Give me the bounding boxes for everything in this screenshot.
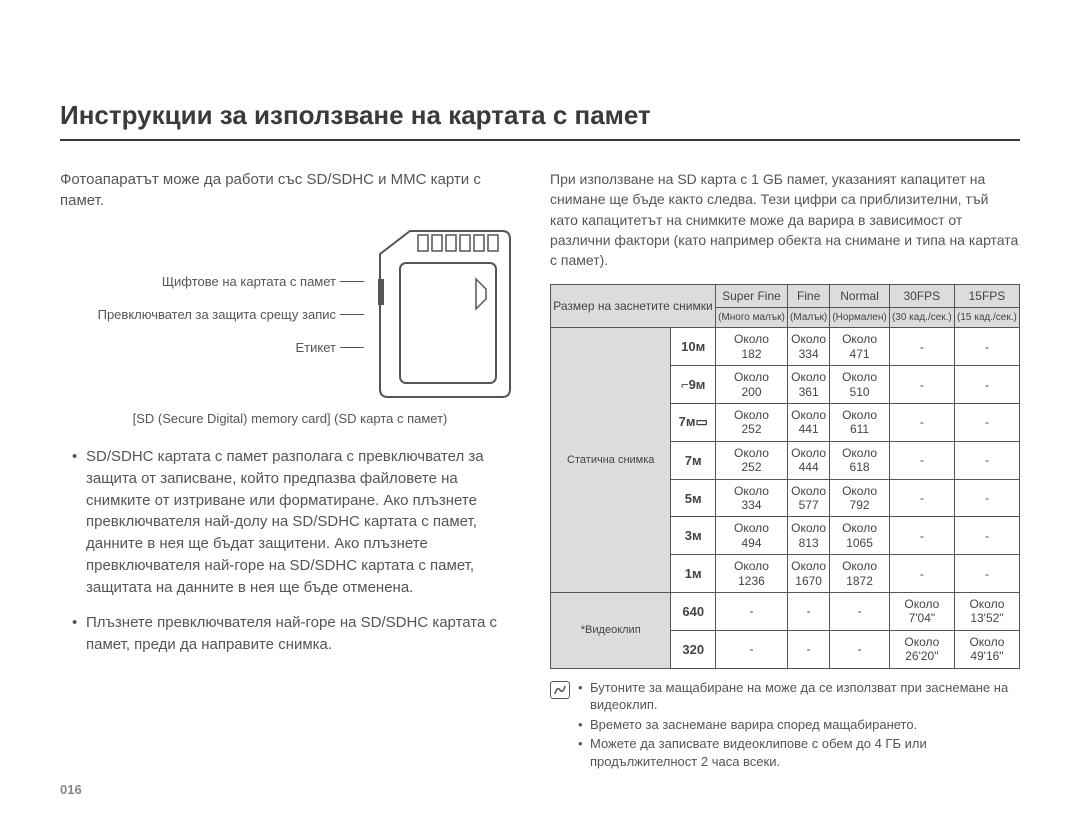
value-cell: Около1872 (830, 555, 890, 593)
note-item: Можете да записвате видеоклипове с обем … (578, 735, 1020, 770)
right-intro: При използване на SD карта с 1 GБ памет,… (550, 169, 1020, 270)
left-column: Фотоапаратът може да работи със SD/SDHC … (60, 169, 520, 772)
value-cell: Около1236 (715, 555, 787, 593)
value-cell: Около7'04" (889, 592, 954, 630)
sd-card-diagram: Щифтове на картата с памет Превключвател… (60, 229, 520, 399)
table-row: *Видеоклип640---Около7'04"Около13'52" (551, 592, 1020, 630)
value-cell: Около1670 (787, 555, 829, 593)
value-cell: Около494 (715, 517, 787, 555)
value-cell: Около444 (787, 441, 829, 479)
empty-cell: - (954, 328, 1019, 366)
size-cell: 1ᴍ (671, 555, 716, 593)
empty-cell: - (889, 517, 954, 555)
col-15fps: 15FPS (954, 285, 1019, 308)
left-bullets: SD/SDHC картата с памет разполага с прев… (60, 446, 520, 656)
sd-card-icon (370, 229, 520, 399)
col-sub: (Много малък) (715, 308, 787, 328)
value-cell: Около26'20" (889, 630, 954, 668)
col-sub: (15 кад./сек.) (954, 308, 1019, 328)
label-pins: Щифтове на картата с памет (162, 274, 364, 289)
col-normal: Normal (830, 285, 890, 308)
col-superfine: Super Fine (715, 285, 787, 308)
table-row: Статична снимка10ᴍОколо182Около334Около4… (551, 328, 1020, 366)
empty-cell: - (954, 441, 1019, 479)
value-cell: Около618 (830, 441, 890, 479)
empty-cell: - (889, 441, 954, 479)
col-fine: Fine (787, 285, 829, 308)
page-title: Инструкции за използване на картата с па… (60, 100, 1020, 141)
empty-cell: - (830, 630, 890, 668)
section-video: *Видеоклип (551, 592, 671, 668)
size-cell: 7ᴍ (671, 441, 716, 479)
note-icon (550, 681, 570, 699)
size-cell: 7ᴍ▭ (671, 404, 716, 442)
col-sub: (Нормален) (830, 308, 890, 328)
empty-cell: - (954, 479, 1019, 517)
value-cell: Около200 (715, 366, 787, 404)
col-sub: (Малък) (787, 308, 829, 328)
empty-cell: - (715, 592, 787, 630)
page-number: 016 (60, 782, 82, 797)
value-cell: Около577 (787, 479, 829, 517)
note-item: Времето за заснемане варира според мащаб… (578, 716, 1020, 734)
value-cell: Около182 (715, 328, 787, 366)
diagram-labels: Щифтове на картата с памет Превключвател… (98, 274, 364, 355)
diagram-caption: [SD (Secure Digital) memory card] (SD ка… (60, 411, 520, 426)
section-still: Статична снимка (551, 328, 671, 592)
capacity-table: Размер на заснетите снимки Super Fine Fi… (550, 284, 1020, 668)
value-cell: Около49'16" (954, 630, 1019, 668)
left-intro: Фотоапаратът може да работи със SD/SDHC … (60, 169, 520, 211)
empty-cell: - (889, 404, 954, 442)
value-cell: Около441 (787, 404, 829, 442)
empty-cell: - (889, 555, 954, 593)
empty-cell: - (787, 630, 829, 668)
value-cell: Около813 (787, 517, 829, 555)
col-size: Размер на заснетите снимки (551, 285, 716, 328)
empty-cell: - (787, 592, 829, 630)
table-header-row: Размер на заснетите снимки Super Fine Fi… (551, 285, 1020, 308)
empty-cell: - (954, 555, 1019, 593)
notes-list: Бутоните за мащабиране на може да се изп… (578, 679, 1020, 773)
value-cell: Около252 (715, 441, 787, 479)
size-cell: 320 (671, 630, 716, 668)
empty-cell: - (889, 328, 954, 366)
value-cell: Около334 (787, 328, 829, 366)
col-30fps: 30FPS (889, 285, 954, 308)
value-cell: Около334 (715, 479, 787, 517)
value-cell: Около13'52" (954, 592, 1019, 630)
value-cell: Около1065 (830, 517, 890, 555)
size-cell: ⌐9ᴍ (671, 366, 716, 404)
empty-cell: - (954, 404, 1019, 442)
empty-cell: - (889, 479, 954, 517)
value-cell: Около792 (830, 479, 890, 517)
label-etiket: Етикет (296, 340, 364, 355)
empty-cell: - (889, 366, 954, 404)
label-switch: Превключвател за защита срещу запис (98, 307, 364, 322)
size-cell: 10ᴍ (671, 328, 716, 366)
size-cell: 3ᴍ (671, 517, 716, 555)
value-cell: Около252 (715, 404, 787, 442)
note-item: Бутоните за мащабиране на може да се изп… (578, 679, 1020, 714)
empty-cell: - (715, 630, 787, 668)
empty-cell: - (954, 517, 1019, 555)
notes-block: Бутоните за мащабиране на може да се изп… (550, 679, 1020, 773)
size-cell: 640 (671, 592, 716, 630)
bullet-item: SD/SDHC картата с памет разполага с прев… (72, 446, 520, 598)
value-cell: Около361 (787, 366, 829, 404)
value-cell: Около471 (830, 328, 890, 366)
right-column: При използване на SD карта с 1 GБ памет,… (550, 169, 1020, 772)
size-cell: 5ᴍ (671, 479, 716, 517)
value-cell: Около611 (830, 404, 890, 442)
content-columns: Фотоапаратът може да работи със SD/SDHC … (60, 169, 1020, 772)
empty-cell: - (830, 592, 890, 630)
col-sub: (30 кад./сек.) (889, 308, 954, 328)
bullet-item: Плъзнете превключвателя най-горе на SD/S… (72, 612, 520, 656)
empty-cell: - (954, 366, 1019, 404)
value-cell: Около510 (830, 366, 890, 404)
